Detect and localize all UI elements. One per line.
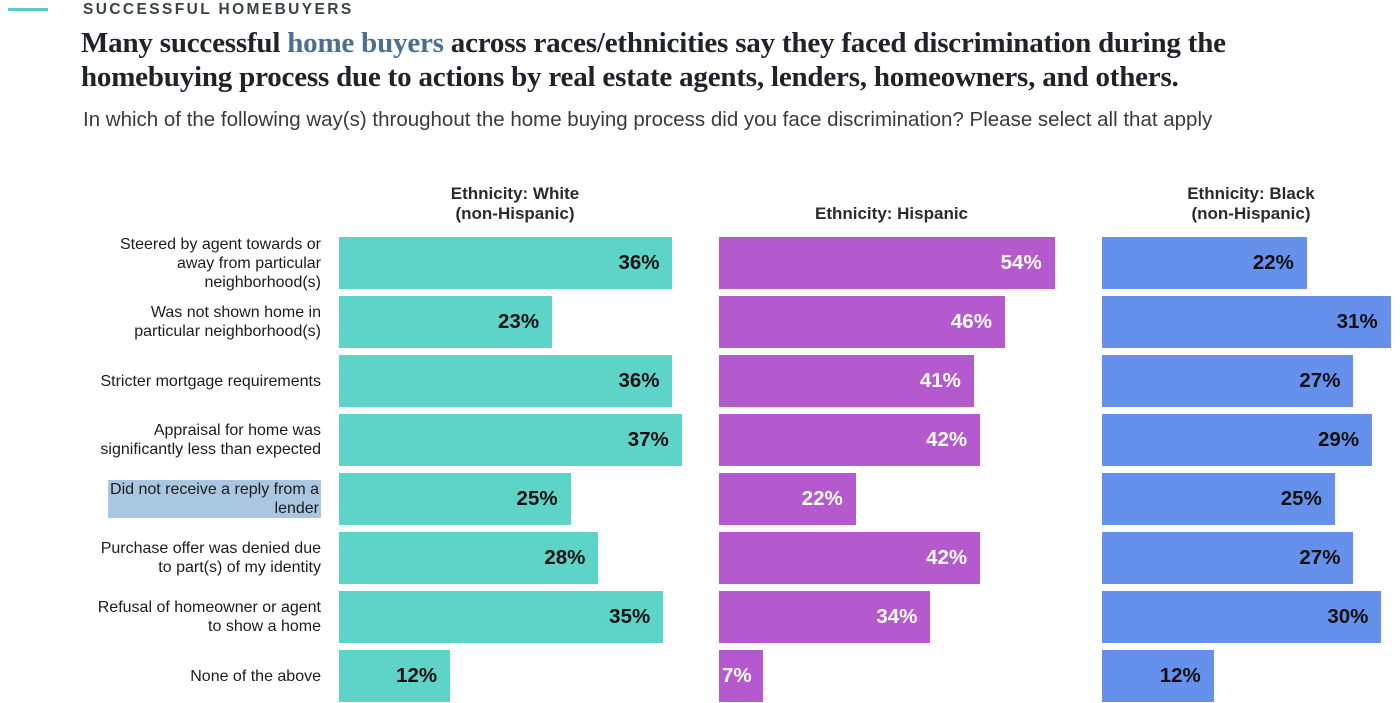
bar-value-label: 36% (618, 251, 660, 274)
bar-value-label: 27% (1299, 369, 1341, 392)
bar-row: 27% (1102, 355, 1400, 407)
category-labels-column: Steered by agent towards or away from pa… (0, 165, 330, 702)
bar-row: 36% (339, 355, 691, 407)
bar: 31% (1102, 296, 1391, 348)
bar-value-label: 36% (618, 369, 660, 392)
bar: 54% (719, 237, 1055, 289)
bar-row: 22% (719, 473, 1064, 525)
bar-row: 42% (719, 532, 1064, 584)
bar-row: 27% (1102, 532, 1400, 584)
group-header: Ethnicity: Black (non-Hispanic) (1187, 184, 1315, 223)
bar-row: 37% (339, 414, 691, 466)
category-label: Purchase offer was denied due to part(s)… (100, 540, 321, 576)
bar-value-label: 46% (950, 310, 992, 333)
bar-row: 46% (719, 296, 1064, 348)
bar-value-label: 41% (919, 369, 961, 392)
category-label-selected: Did not receive a reply from a lender (0, 473, 330, 525)
category-label: Was not shown home in particular neighbo… (134, 304, 321, 340)
bar-row: 28% (339, 532, 691, 584)
bar: 42% (719, 414, 981, 466)
bar: 22% (719, 473, 856, 525)
category-label: None of the above (190, 667, 321, 685)
survey-question: In which of the following way(s) through… (83, 108, 1213, 131)
bar: 22% (1102, 237, 1307, 289)
bar-row: 41% (719, 355, 1064, 407)
bar: 25% (339, 473, 571, 525)
bar-value-label: 42% (926, 428, 968, 451)
bar-value-label: 42% (926, 546, 968, 569)
bar-value-label: 25% (516, 487, 558, 510)
chart-title: Many successful home buyers across races… (81, 26, 1381, 94)
bar: 37% (339, 414, 682, 466)
bar-row: 12% (1102, 650, 1400, 702)
bar-value-label: 54% (1000, 251, 1042, 274)
bar: 27% (1102, 355, 1354, 407)
bar-row: 22% (1102, 237, 1400, 289)
bar-value-label: 23% (498, 310, 540, 333)
bar: 28% (339, 532, 599, 584)
bar-row: 35% (339, 591, 691, 643)
bar: 42% (719, 532, 981, 584)
labels-header-spacer (0, 165, 330, 237)
bar-value-label: 25% (1280, 487, 1322, 510)
bar-row: 42% (719, 414, 1064, 466)
category-label: Refusal of homeowner or agent to show a … (97, 599, 321, 635)
category-label: Stricter mortgage requirements (100, 372, 321, 390)
bar: 34% (719, 591, 931, 643)
chart-title-text-after: across races/ethnicities say they faced … (81, 27, 1226, 93)
bar-row: 36% (339, 237, 691, 289)
bar: 46% (719, 296, 1005, 348)
kicker-label: SUCCESSFUL HOMEBUYERS (83, 1, 354, 18)
bar-value-label: 28% (544, 546, 586, 569)
bar: 30% (1102, 591, 1382, 643)
bar-value-label: 29% (1318, 428, 1360, 451)
bar: 23% (339, 296, 553, 348)
bar: 35% (339, 591, 664, 643)
series-group-3: Ethnicity: Black (non-Hispanic) 22% 31% 27%… (1102, 165, 1400, 702)
bar-row: 29% (1102, 414, 1400, 466)
category-label: Appraisal for home was significantly les… (100, 422, 321, 458)
series-group-1: Ethnicity: White (non-Hispanic) 36% 23% 36%… (339, 165, 691, 702)
bar-chart: Steered by agent towards or away from pa… (0, 165, 1400, 702)
bar-value-label: 31% (1336, 310, 1378, 333)
chart-title-highlight: home buyers (287, 27, 444, 59)
bar-row: 23% (339, 296, 691, 348)
group-header: Ethnicity: Hispanic (814, 204, 969, 223)
bar: 29% (1102, 414, 1373, 466)
bar-value-label: 35% (609, 605, 651, 628)
text-selection-highlight: Did not receive a reply from a lender (108, 480, 321, 518)
bar-value-label: 12% (1159, 664, 1201, 687)
bar-row: 25% (1102, 473, 1400, 525)
bar: 12% (339, 650, 451, 702)
chart-title-text-before: Many successful (81, 27, 288, 59)
bar: 41% (719, 355, 974, 407)
category-label: Steered by agent towards or away from pa… (119, 235, 321, 291)
bar-value-label: 34% (876, 605, 918, 628)
bar: 25% (1102, 473, 1335, 525)
bar: 7% (719, 650, 763, 702)
bar-value-label: 37% (627, 428, 669, 451)
bar-row: 54% (719, 237, 1064, 289)
bar-value-label: 27% (1299, 546, 1341, 569)
accent-dash (8, 8, 48, 11)
bar-row: 34% (719, 591, 1064, 643)
bar: 36% (339, 237, 673, 289)
bar-row: 25% (339, 473, 691, 525)
series-group-2: Ethnicity: Hispanic 54% 46% 41% 42% 22% 42% 34%… (719, 165, 1064, 702)
bar-value-label: 22% (801, 487, 843, 510)
bar: 36% (339, 355, 673, 407)
bar: 27% (1102, 532, 1354, 584)
bar-value-label: 7% (722, 664, 752, 687)
bar: 12% (1102, 650, 1214, 702)
group-header: Ethnicity: White (non-Hispanic) (450, 184, 580, 223)
bar-row: 12% (339, 650, 691, 702)
bar-row: 30% (1102, 591, 1400, 643)
bar-value-label: 22% (1252, 251, 1294, 274)
bar-row: 7% (719, 650, 1064, 702)
bar-value-label: 12% (396, 664, 438, 687)
bar-row: 31% (1102, 296, 1400, 348)
bar-value-label: 30% (1327, 605, 1369, 628)
